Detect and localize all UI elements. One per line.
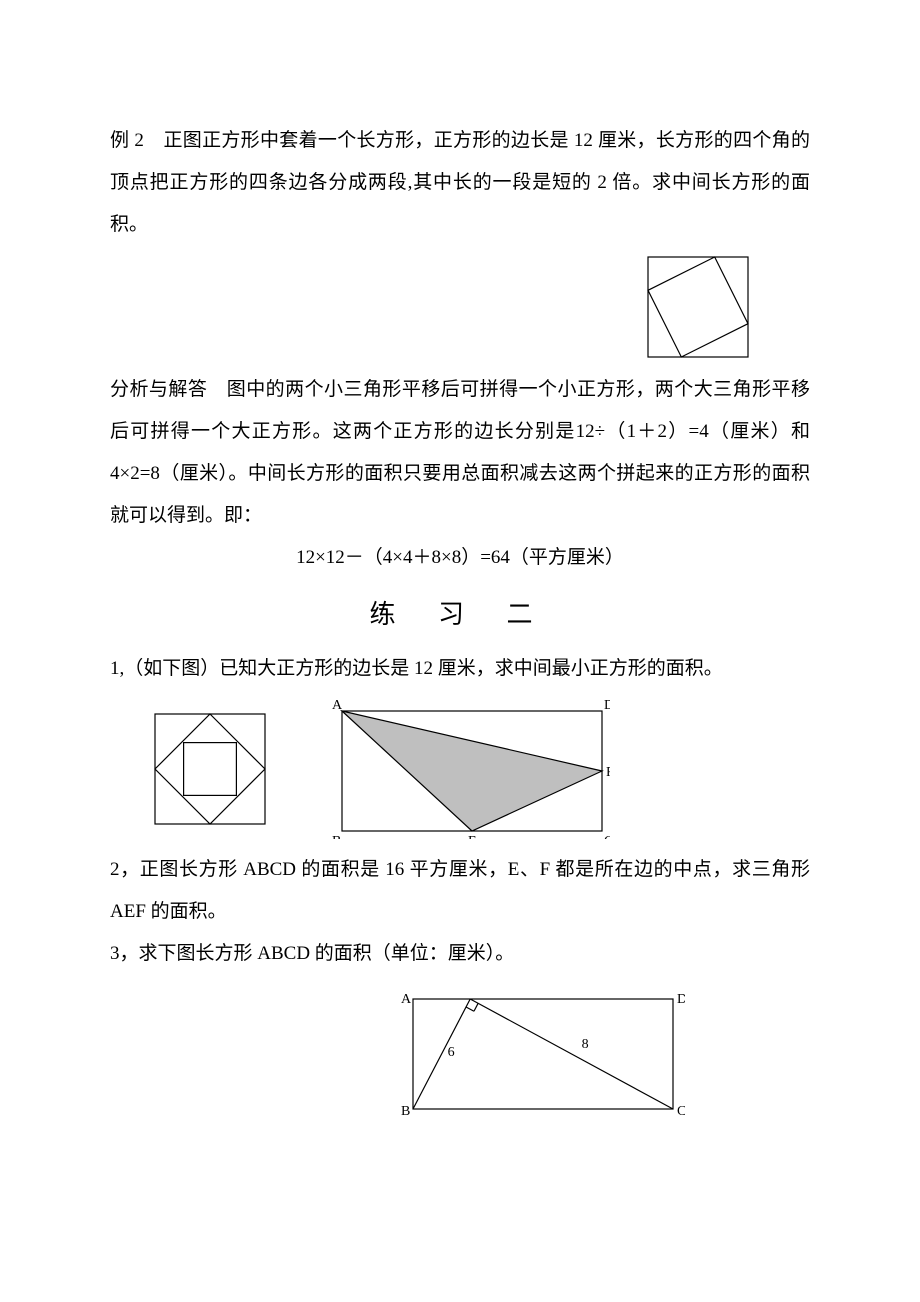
figure-1-container [110, 255, 750, 359]
svg-text:E: E [468, 834, 477, 839]
svg-text:B: B [401, 1104, 410, 1119]
analysis-label: 分析与解答 [110, 379, 207, 400]
svg-text:C: C [604, 834, 610, 839]
diagram-square-with-rectangle [646, 255, 750, 359]
practice-title: 练 习 二 [110, 586, 810, 643]
example-2-label: 例 2 [110, 130, 144, 151]
diagram-rectangle-aef: A D B C E F [330, 699, 610, 839]
question-3: 3，求下图长方形 ABCD 的面积（单位：厘米）。 [110, 933, 810, 975]
svg-text:B: B [332, 834, 341, 839]
svg-text:D: D [604, 699, 610, 713]
svg-text:A: A [332, 699, 343, 713]
figure-row-1: A D B C E F [150, 699, 810, 839]
figure-4-container: A D B C 6 8 [270, 985, 810, 1125]
svg-text:D: D [677, 992, 685, 1007]
question-1: 1,（如下图）已知大正方形的边长是 12 厘米，求中间最小正方形的面积。 [110, 648, 810, 690]
svg-text:8: 8 [582, 1037, 589, 1052]
analysis: 分析与解答 图中的两个小三角形平移后可拼得一个小正方形，两个大三角形平移后可拼得… [110, 369, 810, 536]
svg-text:6: 6 [448, 1045, 455, 1060]
diagram-rectangle-abcd-6-8: A D B C 6 8 [395, 985, 685, 1125]
example-2-text: 正图正方形中套着一个长方形，正方形的边长是 12 厘米，长方形的四个角的顶点把正… [110, 130, 810, 235]
document-page: 例 2 正图正方形中套着一个长方形，正方形的边长是 12 厘米，长方形的四个角的… [0, 0, 920, 1195]
analysis-text: 图中的两个小三角形平移后可拼得一个小正方形，两个大三角形平移后可拼得一个大正方形… [110, 379, 810, 525]
svg-text:F: F [606, 765, 610, 780]
example-2: 例 2 正图正方形中套着一个长方形，正方形的边长是 12 厘米，长方形的四个角的… [110, 120, 810, 245]
diagram-nested-squares [150, 709, 270, 829]
svg-text:C: C [677, 1104, 685, 1119]
analysis-formula: 12×12－（4×4＋8×8）=64（平方厘米） [110, 537, 810, 579]
question-2: 2，正图长方形 ABCD 的面积是 16 平方厘米，E、F 都是所在边的中点，求… [110, 849, 810, 933]
svg-text:A: A [401, 992, 412, 1007]
